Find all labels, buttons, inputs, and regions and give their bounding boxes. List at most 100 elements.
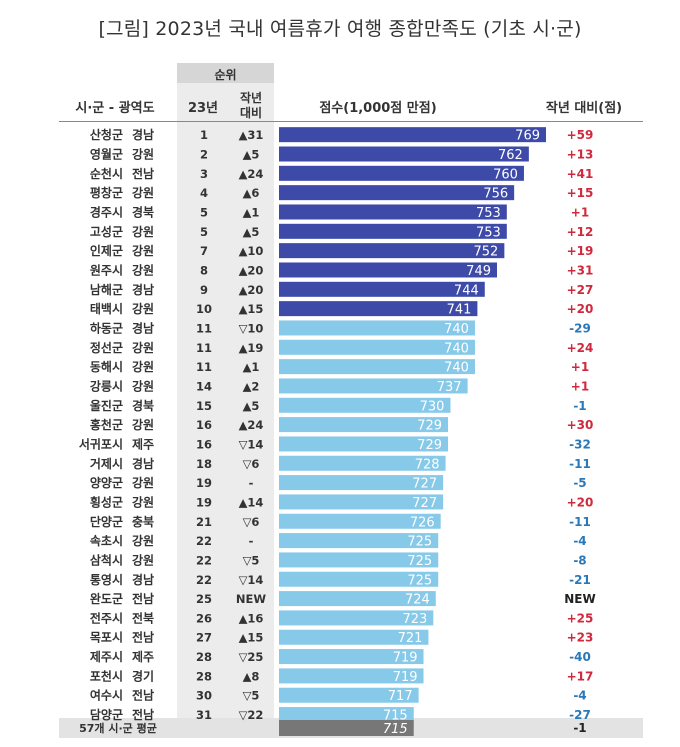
province-label: 강원 <box>132 360 154 374</box>
city-label: 정선군 <box>90 340 123 355</box>
province-label: 제주 <box>132 437 154 451</box>
average-change-label: -1 <box>573 721 586 735</box>
province-label: 경북 <box>132 205 154 219</box>
province-label: 강원 <box>132 244 154 258</box>
change-label: -32 <box>569 437 591 451</box>
city-label: 목포시 <box>90 631 123 645</box>
city-label: 영월군 <box>90 146 123 161</box>
province-label: 전남 <box>132 707 154 722</box>
score-bar <box>279 146 529 162</box>
city-label: 동해시 <box>90 360 123 374</box>
city-label: 삼척시 <box>90 552 123 567</box>
prev-rank-label: ▲24 <box>239 167 264 181</box>
prev-rank-label: ▲5 <box>243 399 260 413</box>
score-bar <box>279 629 429 645</box>
province-label: 경남 <box>132 127 154 142</box>
province-label: 강원 <box>132 418 154 432</box>
score-label: 727 <box>412 496 437 511</box>
score-bar <box>279 243 505 259</box>
province-label: 강원 <box>132 534 154 548</box>
province-label: 경남 <box>132 456 154 471</box>
rank-column-background <box>177 63 274 737</box>
rank-label: 19 <box>196 476 212 490</box>
score-header: 점수(1,000점 만점) <box>319 101 437 116</box>
change-label: -5 <box>573 476 586 490</box>
score-label: 721 <box>398 631 423 646</box>
score-bar <box>279 204 507 220</box>
prev-rank-label: ▲6 <box>243 186 260 200</box>
rank-label: 10 <box>196 302 212 316</box>
score-bar <box>279 610 434 626</box>
city-label: 원주시 <box>90 263 123 277</box>
rank-label: 31 <box>196 708 212 722</box>
average-bar <box>279 720 414 736</box>
rank-label: 14 <box>196 379 212 393</box>
prev-rank-label: ▲15 <box>239 302 264 316</box>
score-label: 769 <box>515 129 540 144</box>
prev-rank-label: ▽25 <box>239 650 264 664</box>
change-label: +19 <box>567 244 594 258</box>
city-label: 통영시 <box>90 572 123 587</box>
rank-label: 8 <box>200 263 208 277</box>
score-bar <box>279 707 414 723</box>
score-bar <box>279 513 441 529</box>
province-label: 강원 <box>132 553 154 567</box>
province-label: 경기 <box>132 668 154 683</box>
city-label: 속초시 <box>90 534 123 548</box>
rank-group-header: 순위 <box>214 68 237 82</box>
rank-label: 28 <box>196 669 212 683</box>
rank-label: 3 <box>200 167 208 181</box>
score-bar <box>279 591 436 607</box>
city-label: 완도군 <box>90 592 123 606</box>
rank-label: 11 <box>196 341 212 355</box>
score-bar <box>279 359 475 375</box>
province-label: 경남 <box>132 320 154 335</box>
rank-label: 21 <box>196 515 212 529</box>
rank-label: 1 <box>200 128 208 142</box>
average-score-label: 715 <box>383 722 408 737</box>
city-label: 순천시 <box>90 166 123 181</box>
prev-rank-label: ▲10 <box>239 244 264 258</box>
rank-label: 2 <box>200 147 208 161</box>
score-label: 715 <box>383 709 408 724</box>
prev-rank-label: ▲20 <box>239 283 264 297</box>
region-header: 시·군 - 광역도 <box>75 101 155 116</box>
prev-rank-label: ▲2 <box>243 379 260 393</box>
score-label: 726 <box>410 515 435 530</box>
province-label: 전북 <box>132 610 154 625</box>
score-bar <box>279 320 475 336</box>
province-label: 경남 <box>132 572 154 587</box>
rank-label: 4 <box>200 186 208 200</box>
province-label: 강원 <box>132 379 154 393</box>
score-bar <box>279 127 546 143</box>
average-label: 57개 시·군 평균 <box>79 721 157 735</box>
prev-rank-label: ▲5 <box>243 147 260 161</box>
rank-label: 11 <box>196 360 212 374</box>
city-label: 횡성군 <box>90 494 123 509</box>
city-label: 하동군 <box>90 320 123 335</box>
score-bar <box>279 339 475 355</box>
score-bar <box>279 378 468 394</box>
score-label: 744 <box>454 283 479 298</box>
change-label: +17 <box>567 669 594 683</box>
prev-rank-label: ▲5 <box>243 225 260 239</box>
score-bar <box>279 494 444 510</box>
city-label: 제주시 <box>90 650 123 664</box>
rank-label: 5 <box>200 225 208 239</box>
city-label: 단양군 <box>90 514 123 529</box>
score-bar <box>279 223 507 239</box>
rank-label: 22 <box>196 534 212 548</box>
prev-rank-label: ▽14 <box>239 573 264 587</box>
rank-label: 5 <box>200 205 208 219</box>
change-header: 작년 대비(점) <box>545 101 623 116</box>
province-label: 경남 <box>132 282 154 297</box>
score-bar <box>279 668 424 684</box>
change-label: +1 <box>571 379 589 393</box>
score-label: 729 <box>417 419 442 434</box>
prev-rank-label: NEW <box>236 592 266 606</box>
score-bar <box>279 185 515 201</box>
score-label: 729 <box>417 438 442 453</box>
change-label: +59 <box>567 128 594 142</box>
change-label: +30 <box>567 418 594 432</box>
